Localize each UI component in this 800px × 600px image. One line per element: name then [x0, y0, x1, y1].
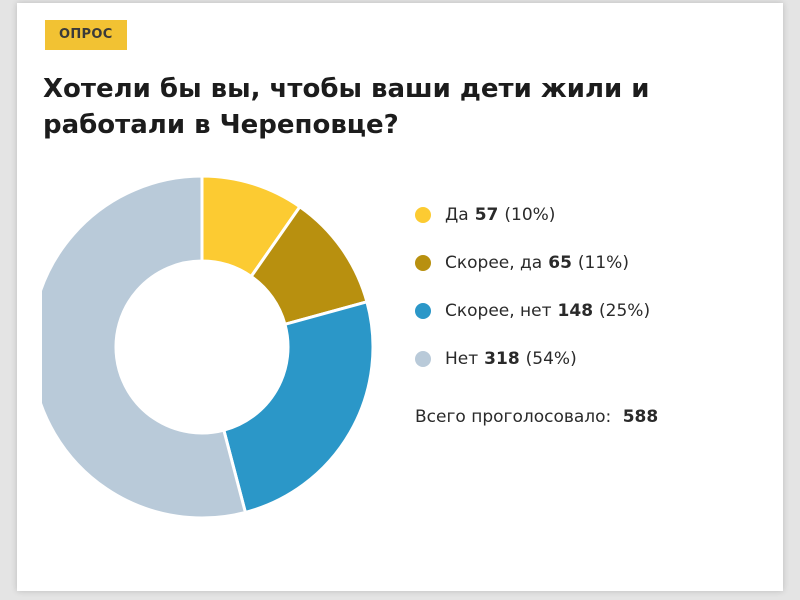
poll-card: ОПРОС Хотели бы вы, чтобы ваши дети жили…	[17, 3, 783, 591]
donut-chart	[42, 175, 375, 519]
legend-item-skoree-net: Скорее, нет 148 (25%)	[415, 287, 650, 335]
legend-label: Нет	[445, 349, 479, 369]
legend-percent: (25%)	[599, 301, 651, 321]
poll-badge: ОПРОС	[45, 20, 127, 50]
donut-slice-skoree-net	[222, 300, 375, 514]
legend-swatch-da	[415, 207, 431, 223]
total-votes-value: 588	[622, 407, 659, 427]
legend-percent: (10%)	[504, 205, 556, 225]
legend-value: 65	[548, 253, 572, 273]
chart-legend: Да 57 (10%) Скорее, да 65 (11%) Скорее, …	[415, 191, 650, 383]
legend-item-net: Нет 318 (54%)	[415, 335, 650, 383]
legend-swatch-net	[415, 351, 431, 367]
legend-value: 148	[557, 301, 594, 321]
legend-item-da: Да 57 (10%)	[415, 191, 650, 239]
legend-swatch-skoree-net	[415, 303, 431, 319]
legend-label: Скорее, да	[445, 253, 543, 273]
legend-swatch-skoree-da	[415, 255, 431, 271]
poll-question-title: Хотели бы вы, чтобы ваши дети жили и раб…	[43, 74, 650, 140]
legend-item-skoree-da: Скорее, да 65 (11%)	[415, 239, 650, 287]
total-votes: Всего проголосовало: 588	[415, 407, 658, 427]
donut-slice-net	[42, 175, 247, 519]
legend-value: 318	[484, 349, 520, 369]
legend-label: Да	[445, 205, 469, 225]
legend-percent: (54%)	[525, 349, 577, 369]
legend-value: 57	[474, 205, 499, 225]
legend-label: Скорее, нет	[445, 301, 552, 321]
legend-percent: (11%)	[577, 253, 629, 273]
total-votes-label: Всего проголосовало:	[415, 407, 612, 427]
